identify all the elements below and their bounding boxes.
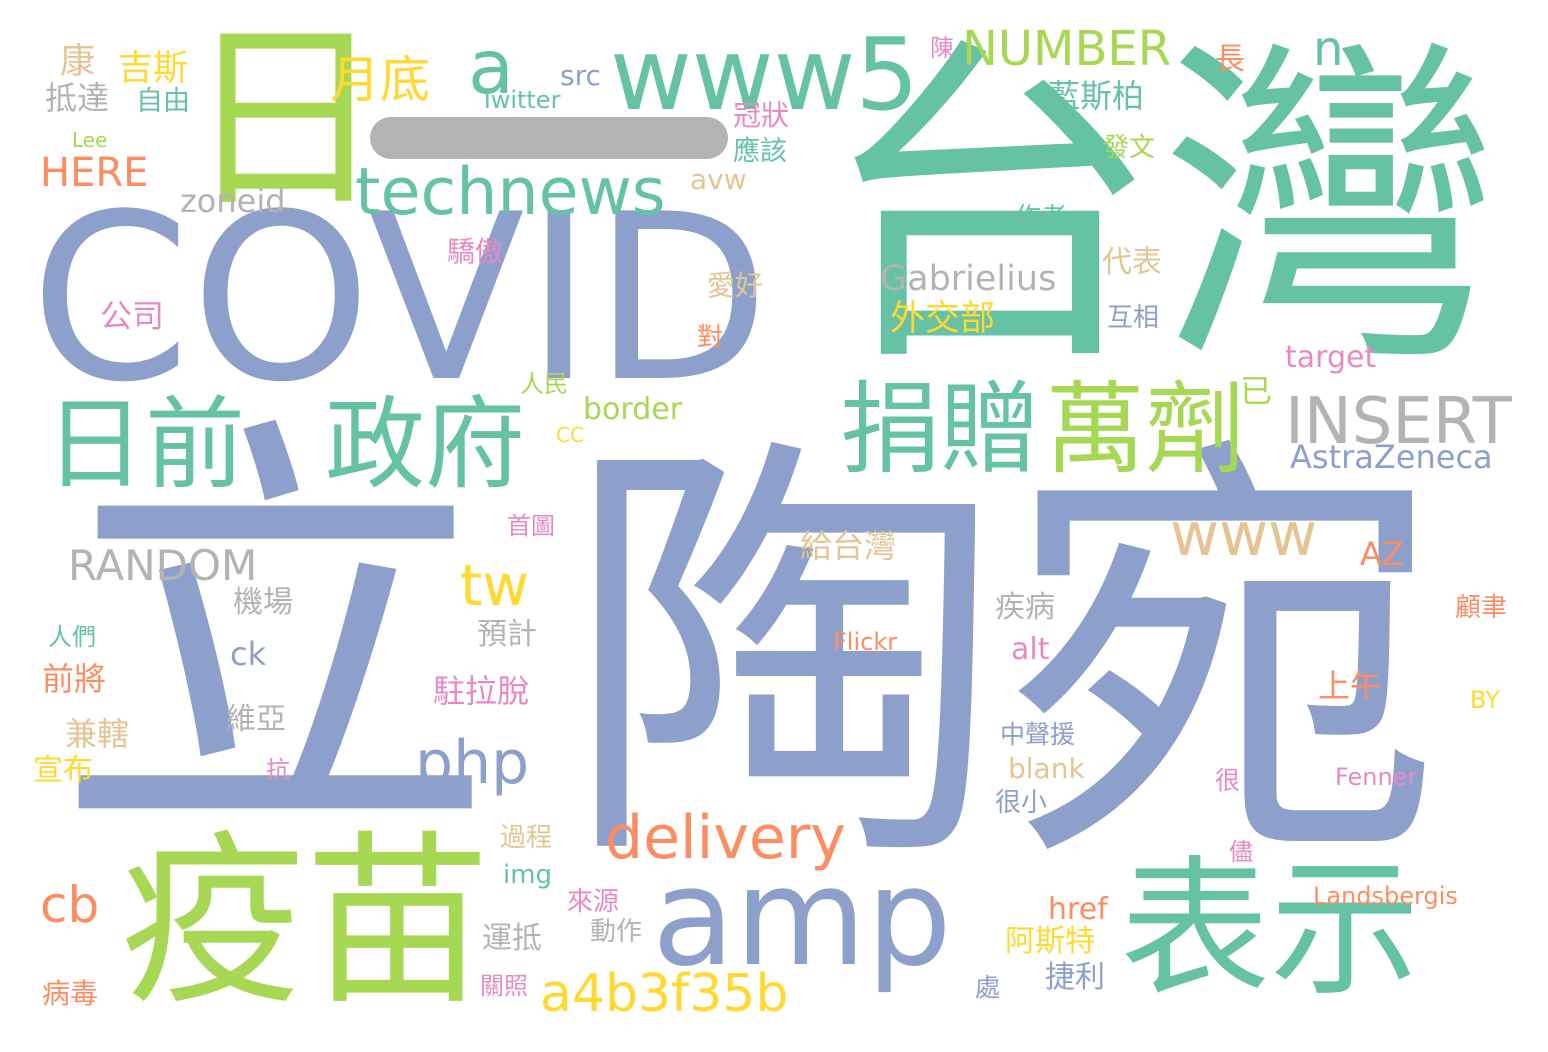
word-tw: tw (460, 553, 529, 619)
redaction-bar (370, 117, 728, 159)
word-jichang: 機場 (233, 585, 293, 620)
word-daibiao: 代表 (1102, 245, 1162, 280)
word-jiaoao: 驕傲 (447, 235, 504, 268)
word-covid: COVID (30, 166, 770, 433)
word-weiya: 維亞 (226, 702, 286, 737)
word-lee: Lee (72, 128, 108, 152)
word-hen: 很 (1215, 766, 1241, 795)
word-lansibo: 藍斯柏 (1048, 77, 1145, 115)
word-guyu: 顧聿 (1455, 593, 1508, 623)
word-zhulatuo: 駐拉脫 (433, 672, 530, 710)
word-cb: cb (40, 876, 100, 934)
word-az: AZ (1360, 535, 1404, 573)
word-yundi: 運抵 (482, 921, 542, 956)
word-cc: CC (556, 423, 584, 447)
word-guanzhuang: 冠狀 (733, 99, 790, 132)
word-www5: www5 (610, 16, 919, 133)
word-fenner: Fenner (1335, 763, 1418, 791)
word-huxiang: 互相 (1107, 303, 1160, 333)
word-alt: alt (1011, 632, 1050, 667)
word-zhengfu: 政府 (325, 386, 525, 503)
word-jianxia: 兼轄 (65, 715, 130, 753)
word-yinggai: 應該 (733, 136, 787, 167)
word-gongsi: 公司 (100, 297, 165, 335)
word-waijiaobu: 外交部 (890, 299, 996, 339)
word-ziyou: 自由 (136, 86, 190, 117)
word-renmin: 人民 (520, 370, 568, 398)
word-shangwu: 上午 (1318, 667, 1383, 705)
word-href: href (1048, 892, 1108, 927)
word-riqian: 日前 (45, 386, 245, 503)
word-biaoshi: 表示 (1120, 843, 1421, 1017)
word-by: BY (1470, 686, 1500, 714)
word-zhongshengyuan: 中聲援 (1000, 720, 1076, 749)
word-yuji: 預計 (477, 617, 537, 652)
word-yi: 已 (1240, 372, 1273, 410)
word-xuanbu: 宣布 (33, 753, 93, 788)
word-jibing: 疾病 (995, 590, 1055, 625)
word-avw: avw (690, 163, 747, 196)
word-random: RANDOM (68, 541, 258, 590)
word-ck: ck (230, 635, 267, 673)
word-henxiao: 很小 (995, 788, 1048, 818)
word-twitter: Twitter (480, 86, 561, 114)
word-delivery: delivery (605, 803, 846, 873)
word-here: HERE (40, 150, 149, 196)
word-blank: blank (1008, 752, 1085, 785)
word-jisi: 吉斯 (118, 49, 189, 89)
word-geitaiwan: 給台灣 (800, 527, 897, 565)
word-bingdu: 病毒 (42, 977, 99, 1010)
word-guocheng: 過程 (500, 823, 553, 853)
word-target: target (1285, 340, 1377, 375)
word-taiwan: 台灣 (820, 12, 1500, 408)
word-border: border (583, 392, 683, 427)
word-fawen: 發文 (1103, 133, 1156, 163)
word-img: img (503, 860, 553, 890)
word-a: a (468, 23, 514, 111)
word-asite: 阿斯特 (1005, 924, 1095, 959)
word-zhang: 長 (1215, 42, 1245, 77)
word-jin: 儘 (1229, 838, 1253, 866)
word-astrazeneca: AstraZeneca (1290, 438, 1493, 476)
word-juanzeng: 捐贈 (840, 371, 1040, 488)
word-li: 立 (55, 384, 495, 896)
word-shoutu: 首圖 (507, 512, 555, 540)
word-zuozhe: 作者 (1015, 203, 1068, 233)
word-www: www (1170, 500, 1318, 570)
word-gabrielius: Gabrielius (880, 259, 1057, 299)
word-dida: 抵達 (45, 79, 110, 117)
word-jieli: 捷利 (1045, 960, 1105, 995)
word-amp: amp (652, 839, 952, 996)
word-vaccine: 疫苗 (120, 814, 490, 1030)
word-yuedi: 月底 (330, 51, 430, 109)
word-chen: 陳 (930, 34, 954, 62)
word-number: NUMBER (962, 21, 1172, 77)
word-php: php (415, 728, 530, 798)
word-dongzuo: 動作 (590, 917, 643, 947)
word-guanzhao: 關照 (480, 972, 528, 1000)
word-laiyuan: 來源 (567, 887, 620, 917)
word-technews: technews (355, 155, 666, 230)
word-chu: 處 (975, 973, 1001, 1002)
word-ri: 日 (185, 3, 386, 236)
word-insert: INSERT (1285, 385, 1512, 459)
word-qianjiang: 前將 (42, 660, 107, 698)
word-taowan: 陶宛 (565, 404, 1445, 916)
word-wanji: 萬劑 (1045, 371, 1245, 488)
word-kang2: 抗 (266, 756, 290, 784)
word-src: src (560, 59, 601, 92)
word-flickr: Flickr (833, 628, 898, 656)
word-renmen: 人們 (48, 623, 96, 651)
word-n: n (1313, 21, 1344, 77)
word-kang: 康 (60, 42, 96, 82)
word-aihao: 愛好 (707, 269, 764, 302)
word-zoneid: zoneid (180, 182, 286, 220)
word-landsbergis: Landsbergis (1313, 882, 1458, 910)
word-dui: 對 (697, 323, 724, 353)
word-a4b3f35b: a4b3f35b (540, 964, 789, 1024)
